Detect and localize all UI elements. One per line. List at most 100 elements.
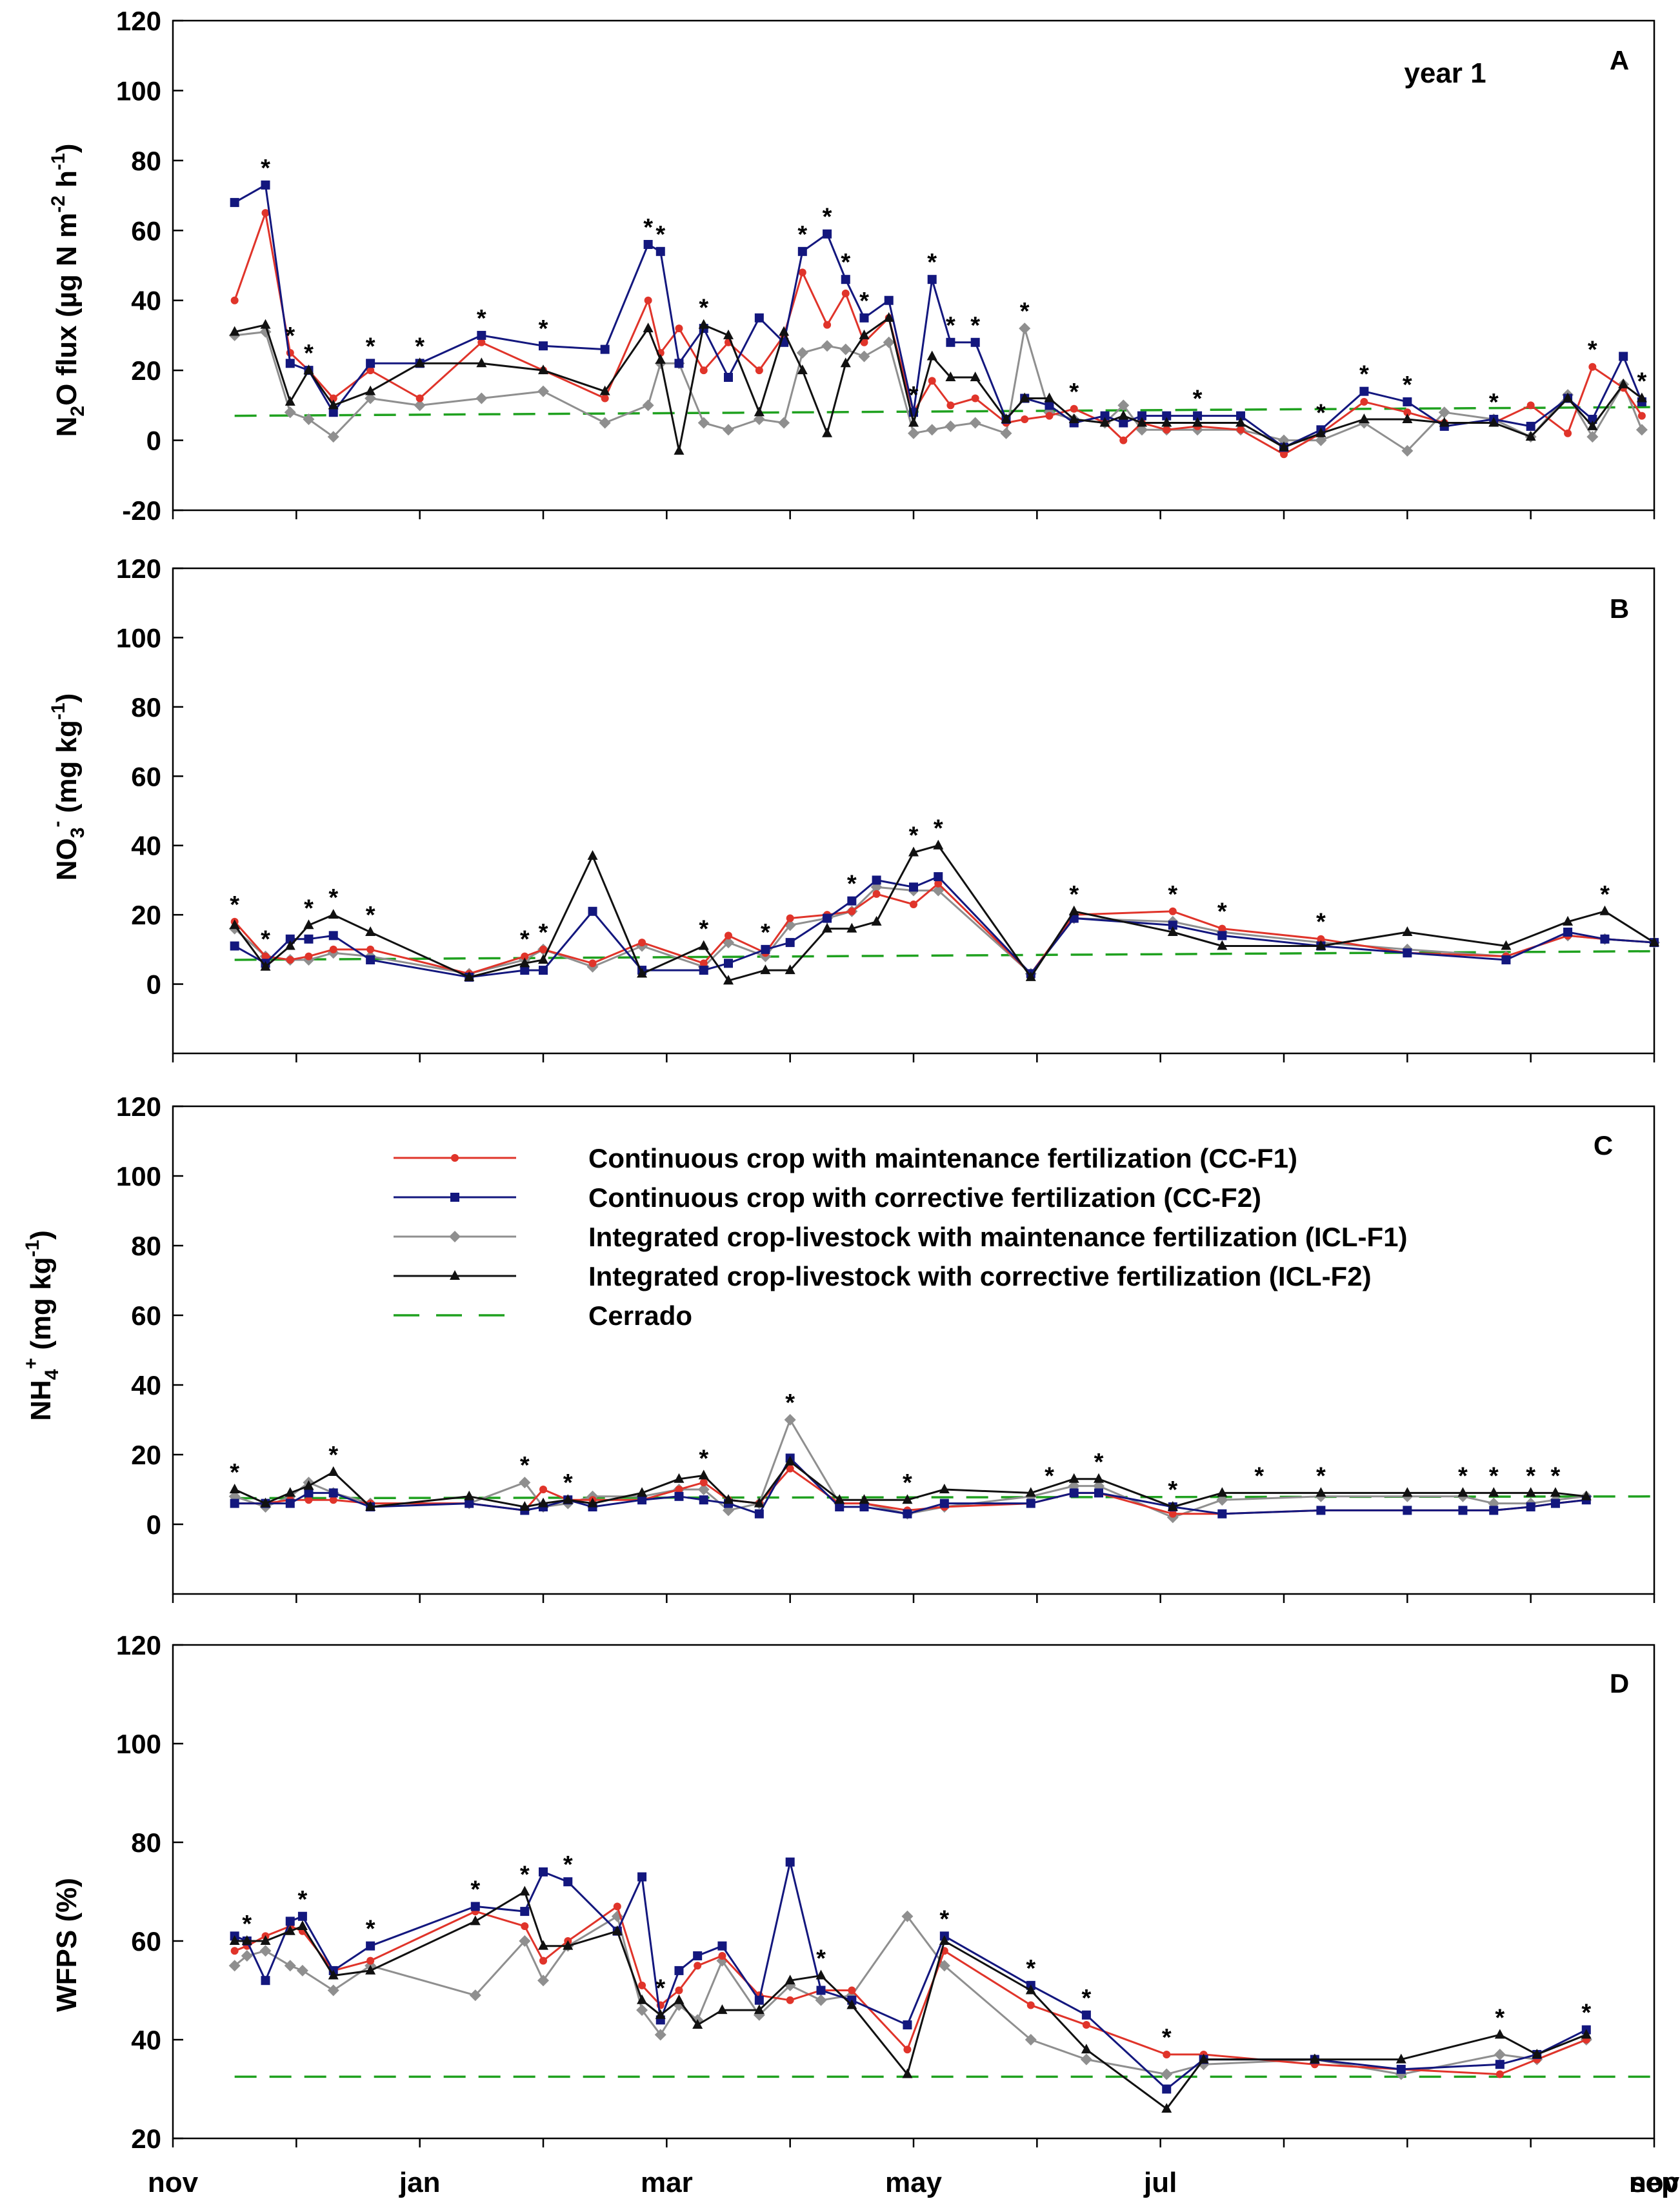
panel-d-ytick-label: 120 [116, 1630, 161, 1660]
panel-c-significance-star: * [785, 1389, 795, 1417]
panel-d-icl-f2-point [1395, 2053, 1406, 2064]
panel-c-cc-f2-point [674, 1491, 684, 1501]
panel-d-ytick-label: 60 [131, 1926, 161, 1956]
panel-c-icl-f2-point [563, 1494, 574, 1504]
panel-d-icl-f1-point [1080, 2053, 1092, 2066]
panel-d-cc-f2-point [816, 1986, 826, 1995]
panel-c-icl-f2-point [285, 1487, 295, 1497]
panel-c-icl-f1-point [697, 1484, 710, 1495]
panel-d-cc-f1-point [1163, 2050, 1171, 2058]
panel-c-icl-f2-point [1402, 1487, 1413, 1497]
panel-d-significance-star: * [242, 1911, 252, 1938]
panel-b-cc-f2-point [1563, 928, 1573, 937]
panel-a-annotation: year 1 [1404, 57, 1486, 89]
panel-d-cc-f1-point [1026, 2001, 1035, 2009]
panel-a-significance-star: * [304, 340, 314, 367]
panel-d-icl-f2-point [241, 1935, 252, 1945]
panel-a-icl-f1-point [945, 420, 957, 432]
panel-a-icl-f1-point [327, 431, 339, 443]
panel-d-cc-f2-point [674, 1966, 684, 1975]
panel-d-icl-f2-point [285, 1925, 295, 1935]
panel-b-significance-star: * [1168, 881, 1177, 908]
panel-c-cc-f1-point [305, 1496, 313, 1504]
panel-a-cc-f2-point [1162, 411, 1172, 421]
panel-c-icl-f2-point [939, 1484, 950, 1493]
panel-b-icl-f2-point [1167, 926, 1178, 936]
panel-b-ylabel: NO3- (mg kg-1) [46, 693, 88, 881]
panel-b-significance-star: * [761, 919, 770, 946]
panel-c-significance-star: * [1045, 1462, 1054, 1489]
panel-c-cc-f2-point [1026, 1498, 1035, 1508]
panel-a-cc-f2-point [927, 275, 937, 284]
panel-a-cc-f2-point [1619, 352, 1628, 361]
panel-c-cc-f2-point [1094, 1488, 1103, 1498]
panel-c-cc-f2-point [1316, 1506, 1326, 1515]
panel-a-ytick-label: 80 [131, 146, 161, 176]
panel-b-cc-f1-point [521, 952, 529, 961]
panel-c-icl-f2-point [1315, 1487, 1326, 1497]
panel-a-cc-f2-point [1403, 397, 1412, 406]
panel-a-icl-f2-point [414, 357, 425, 368]
panel-d-icl-f1-point [228, 1960, 241, 1972]
panel-b-significance-star: * [304, 895, 314, 922]
panel-b-cc-f2-point [1217, 931, 1227, 941]
panel-b-cc-f2-point [366, 955, 375, 964]
panel-c-icl-f2-point [902, 1494, 913, 1504]
panel-d-series-cc-f1-line [234, 1905, 1587, 2076]
panel-a-icl-f2-point [883, 312, 894, 322]
panel-c-significance-star: * [1526, 1462, 1535, 1489]
panel-a-cc-f1-point [1588, 363, 1597, 371]
panel-a-cc-f1-point [928, 377, 936, 385]
panel-a-cc-f1-point [261, 209, 270, 217]
panel-d-cc-f1-point [1495, 2070, 1504, 2078]
panel-a-cc-f1-point [1119, 436, 1128, 444]
panel-d-significance-star: * [1581, 2000, 1591, 2027]
panel-a-ytick-label: 100 [116, 75, 161, 106]
panel-a-cc-f2-point [1193, 411, 1203, 421]
panel-a-icl-f2-point [779, 326, 790, 336]
panel-b-cc-f2-point [909, 882, 918, 892]
panel-d-cc-f2-point [261, 1976, 270, 1986]
panel-c-cc-f2-point [835, 1502, 845, 1511]
legend-marker-iclf2 [450, 1270, 460, 1280]
panel-a-icl-f1-point [537, 385, 549, 397]
panel-d-icl-f2-point [1081, 2044, 1092, 2054]
panel-d-cc-f1-point [903, 2046, 912, 2054]
panel-b-cc-f2-point [785, 938, 795, 948]
panel-c-cc-f2-point [465, 1498, 474, 1508]
panel-a-cc-f1-point [823, 321, 832, 329]
panel-c-icl-f2-point [723, 1494, 734, 1504]
panel-d: D WFPS (%) 20 40 60 80 100 120 * * * * * * * * * * * * * * [51, 1630, 1655, 2154]
panel-a-icl-f2-point [1001, 413, 1012, 424]
panel-c-icl-f2-point [637, 1487, 648, 1497]
panel-c-ytick-label: 100 [116, 1161, 161, 1191]
panel-b-icl-f2-point [1025, 971, 1036, 981]
panel-d-cc-f1-point [1082, 2021, 1090, 2029]
panel-d-letter: D [1610, 1668, 1629, 1698]
panel-d-significance-star: * [520, 1862, 530, 1889]
panel-b-icl-f2-point [846, 922, 857, 933]
panel-b-letter: B [1610, 593, 1629, 624]
panel-a-cerrado-line [234, 406, 1655, 417]
panel-b-plot: * * * * * * * * * * * * * * * * * [228, 815, 1660, 985]
panel-b-icl-f2-point [1501, 940, 1512, 950]
panel-d-cc-f2-point [693, 1951, 703, 1960]
panel-b-cc-f1-point [1218, 924, 1226, 933]
panel-c-cc-f1-point [329, 1496, 337, 1504]
panel-a-ytick-label: 120 [116, 6, 161, 36]
panel-b-significance-star: * [934, 815, 943, 842]
panel-c-plot: * * * * * * * * * * * * * * * * [228, 1389, 1655, 1524]
panel-b-icl-f2-point [1599, 905, 1610, 915]
panel-a-significance-star: * [1020, 298, 1030, 325]
panel-d-cc-f1-point [230, 1947, 239, 1955]
panel-c-y-axis: 0 20 40 60 80 100 120 [116, 1091, 1655, 1603]
panel-c-icl-f2-point [1550, 1487, 1561, 1497]
panel-d-cc-f1-point [848, 1986, 856, 1995]
panel-a-significance-star: * [1637, 368, 1646, 395]
panel-a-cc-f2-point [859, 313, 869, 323]
panel-d-cc-f2-point [297, 1911, 307, 1921]
panel-c-cc-f2-point [285, 1498, 295, 1508]
panel-a-cc-f1-point [1070, 404, 1078, 413]
panel-c-cc-f2-point [1526, 1502, 1535, 1511]
